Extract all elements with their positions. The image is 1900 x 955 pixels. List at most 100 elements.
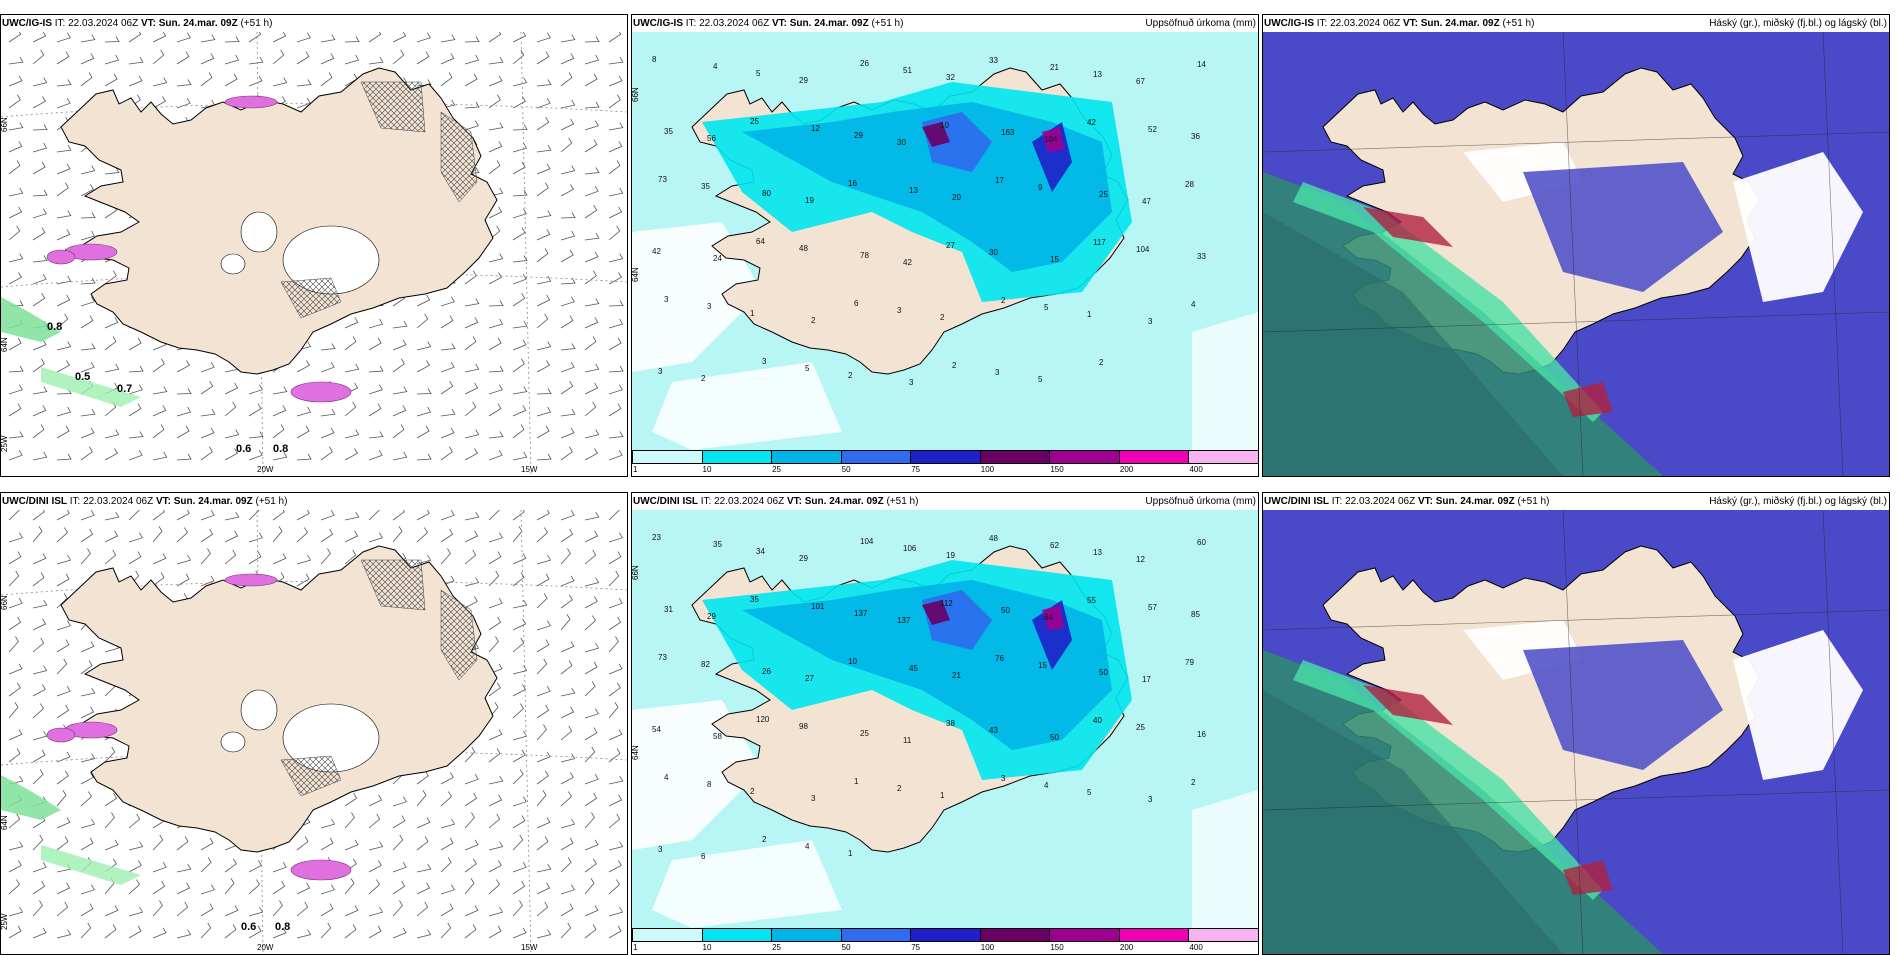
wind-barb [296, 554, 312, 565]
colorbar-tick: 400 [1189, 465, 1203, 474]
wind-barb [32, 142, 48, 153]
wind-barb [32, 227, 46, 241]
wind-barb [344, 878, 355, 895]
precip-value: 2 [1191, 778, 1196, 787]
precip-map: 66N 64N 23 35 34 29 104 106 19 48 62 13 12 60 31 29 35 10… [632, 510, 1258, 928]
wind-barb [560, 296, 575, 307]
precip-value: 10 [940, 121, 949, 130]
wind-barb [200, 72, 213, 87]
precip-value: 12 [811, 124, 820, 133]
precip-value: 137 [897, 616, 911, 625]
wind-barb [56, 32, 71, 43]
wind-barb [104, 317, 119, 329]
wind-barb [584, 905, 599, 917]
wind-barb [416, 453, 432, 461]
wind-barb [488, 206, 503, 219]
wind-barb [560, 72, 573, 87]
wind-barb [344, 511, 360, 521]
wind-barb [464, 905, 479, 917]
colorbar-tick: 200 [1119, 943, 1134, 952]
wind-barb [80, 446, 93, 461]
precip-value: 3 [811, 794, 816, 803]
wind-barb [608, 449, 623, 461]
precip-band [742, 580, 1112, 750]
wind-barb [368, 32, 382, 43]
wind-barb [512, 815, 526, 829]
lat-label: 25W [1, 913, 9, 930]
precip-value: 3 [897, 306, 902, 315]
wind-barb [536, 341, 552, 351]
wind-barb [320, 72, 333, 87]
wind-barb [56, 620, 71, 631]
precip-value: 104 [1044, 135, 1058, 144]
wind-barb [584, 73, 598, 87]
precip-value: 6 [701, 852, 706, 861]
lat-label: 64N [1, 815, 9, 830]
wind-barb [224, 429, 240, 439]
wind-barb [272, 553, 287, 565]
wind-barb [440, 296, 455, 307]
wind-barb [536, 704, 550, 719]
wind-barb [8, 813, 21, 829]
colorbar-tick: 400 [1189, 943, 1203, 952]
wind-barb [152, 32, 167, 43]
wind-barb [512, 599, 528, 609]
wind-barb [176, 901, 189, 917]
wind-barb [272, 510, 285, 521]
wind-barb [32, 861, 47, 873]
wind-barb [56, 685, 71, 697]
wind-barb [8, 337, 22, 351]
wind-barb [32, 749, 46, 763]
colorbar-swatch [771, 450, 842, 464]
precip-blob [46, 727, 76, 743]
panel-title: UWC/IG-IS IT: 22.03.2024 06Z VT: Sun. 24… [633, 18, 904, 29]
wind-barb [176, 836, 189, 851]
wind-barb [8, 860, 22, 873]
wind-barb [584, 878, 595, 895]
wind-barb [536, 573, 550, 587]
precip-value: 58 [713, 732, 722, 741]
glacier [220, 731, 246, 753]
wind-barb [320, 922, 332, 939]
wind-barb [464, 36, 480, 43]
precip-value: 73 [658, 175, 667, 184]
panel-title: UWC/DINI ISL IT: 22.03.2024 06Z VT: Sun.… [633, 496, 919, 507]
wind-barb [392, 424, 405, 439]
wind-barb [560, 687, 576, 697]
precip-value: 28 [1185, 180, 1194, 189]
wind-barb [368, 813, 381, 829]
wind-barb [248, 510, 260, 521]
wind-barb [608, 403, 622, 417]
wind-barb [608, 94, 621, 109]
wind-barb [440, 380, 454, 395]
wind-barb [536, 658, 548, 675]
wind-barb [584, 839, 599, 851]
colorbar-swatch [979, 928, 1051, 942]
wind-barb [104, 812, 115, 829]
wind-barb [104, 511, 120, 521]
wind-barb [176, 360, 190, 373]
wind-barb [8, 748, 21, 763]
wind-barb [224, 54, 240, 65]
wind-barb [440, 903, 454, 917]
wind-barb [200, 903, 214, 917]
wind-barb [80, 687, 96, 697]
lon-label: 20W [257, 943, 274, 952]
wind-barb [296, 510, 310, 521]
wind-barb [584, 727, 598, 741]
wind-barb [392, 796, 407, 807]
wind-barb [512, 684, 526, 697]
wind-barb [272, 927, 287, 939]
wind-barb [584, 681, 596, 697]
wind-barb [368, 318, 384, 329]
wind-barb [56, 639, 70, 653]
wind-barb [608, 272, 622, 285]
wind-barb [536, 116, 550, 131]
wind-barb [128, 532, 143, 543]
wind-barb [416, 527, 428, 543]
wind-barb [440, 427, 455, 439]
wind-barb [560, 230, 576, 241]
wind-barb [368, 925, 382, 939]
wind-barb [608, 860, 622, 873]
wind-barb [176, 863, 192, 873]
